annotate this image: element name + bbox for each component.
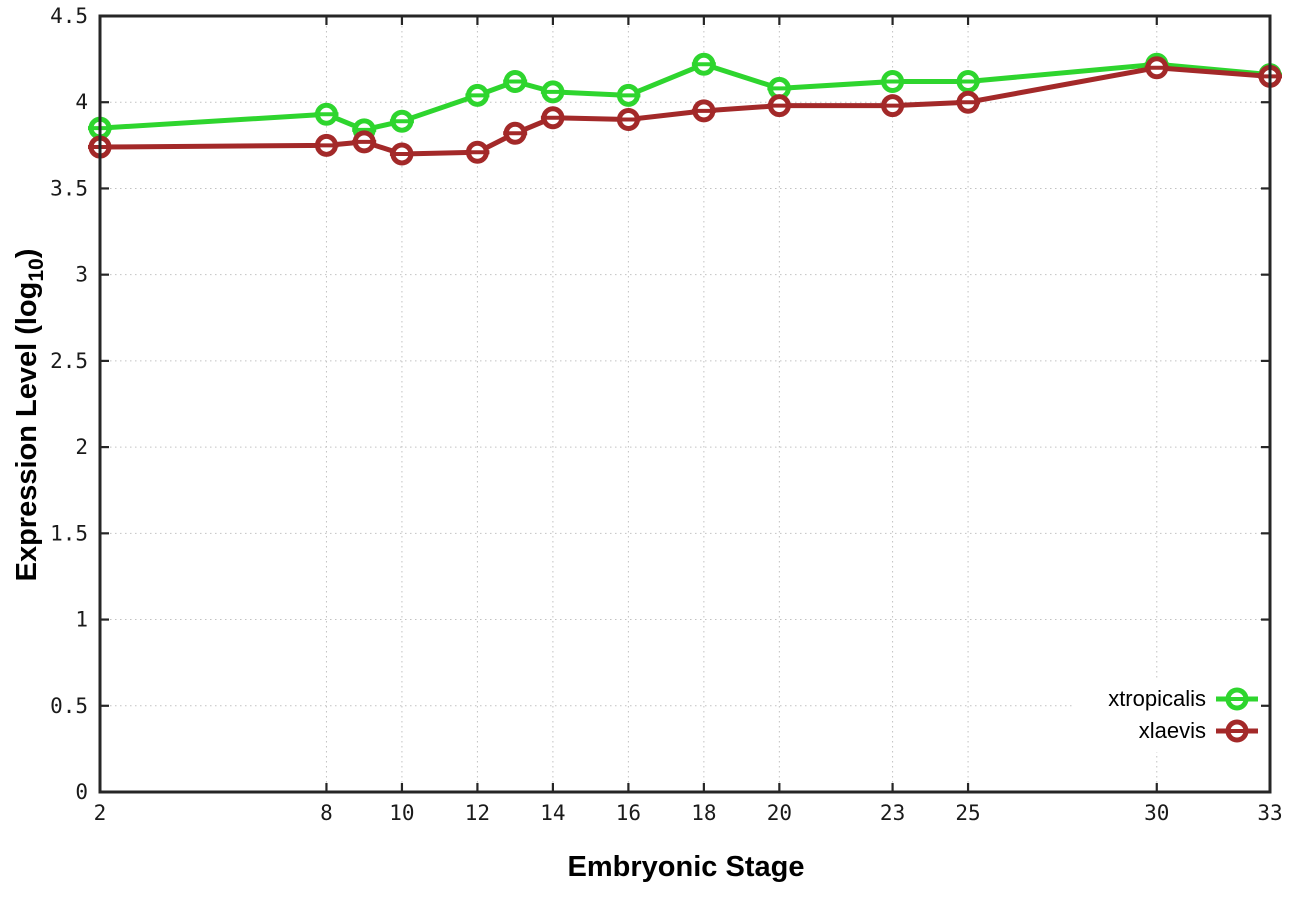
x-tick-label: 16 xyxy=(616,801,641,825)
x-tick-label: 12 xyxy=(465,801,490,825)
x-tick-label: 20 xyxy=(767,801,792,825)
y-tick-label: 4 xyxy=(75,90,88,114)
x-tick-label: 33 xyxy=(1257,801,1282,825)
y-axis-title-suffix: ) xyxy=(11,249,43,259)
series-line-xtropicalis xyxy=(99,61,1271,133)
x-tick-label: 14 xyxy=(540,801,565,825)
x-tick-label: 10 xyxy=(389,801,414,825)
tick-labels: 2 8 10 12 14 16 18 20 23 25 30 33 0 0.5 1 1.5 2 2.5 3 3.5 4 4… xyxy=(50,4,1283,825)
y-axis-title: Expression Level (log10) xyxy=(11,249,48,582)
y-tick-label: 3 xyxy=(75,263,88,287)
x-tick-label: 25 xyxy=(955,801,980,825)
y-tick-label: 0 xyxy=(75,780,88,804)
legend-label-xtropicalis: xtropicalis xyxy=(1108,686,1206,711)
y-tick-label: 2 xyxy=(75,435,88,459)
legend: xtropicalis xlaevis xyxy=(1108,686,1258,743)
x-tick-label: 18 xyxy=(691,801,716,825)
x-axis-title: Embryonic Stage xyxy=(568,851,805,883)
legend-label-xlaevis: xlaevis xyxy=(1139,718,1206,743)
x-tick-label: 30 xyxy=(1144,801,1169,825)
x-tick-label: 2 xyxy=(94,801,107,825)
x-tick-label: 8 xyxy=(320,801,333,825)
y-tick-label: 2.5 xyxy=(50,349,88,373)
y-tick-label: 1 xyxy=(75,608,88,632)
legend-markers xyxy=(1216,687,1258,743)
y-axis-title-prefix: Expression Level (log xyxy=(11,282,43,582)
x-tick-label: 23 xyxy=(880,801,905,825)
series-layer xyxy=(88,52,1282,166)
gridlines xyxy=(99,15,1271,793)
y-tick-label: 4.5 xyxy=(50,4,88,28)
plot-frame xyxy=(98,14,1272,794)
series-line-xlaevis xyxy=(99,65,1271,157)
y-tick-label: 3.5 xyxy=(50,176,88,200)
y-axis-title-subscript: 10 xyxy=(25,258,48,281)
y-tick-label: 0.5 xyxy=(50,694,88,718)
frame-rect xyxy=(98,14,1272,794)
y-tick-label: 1.5 xyxy=(50,521,88,545)
